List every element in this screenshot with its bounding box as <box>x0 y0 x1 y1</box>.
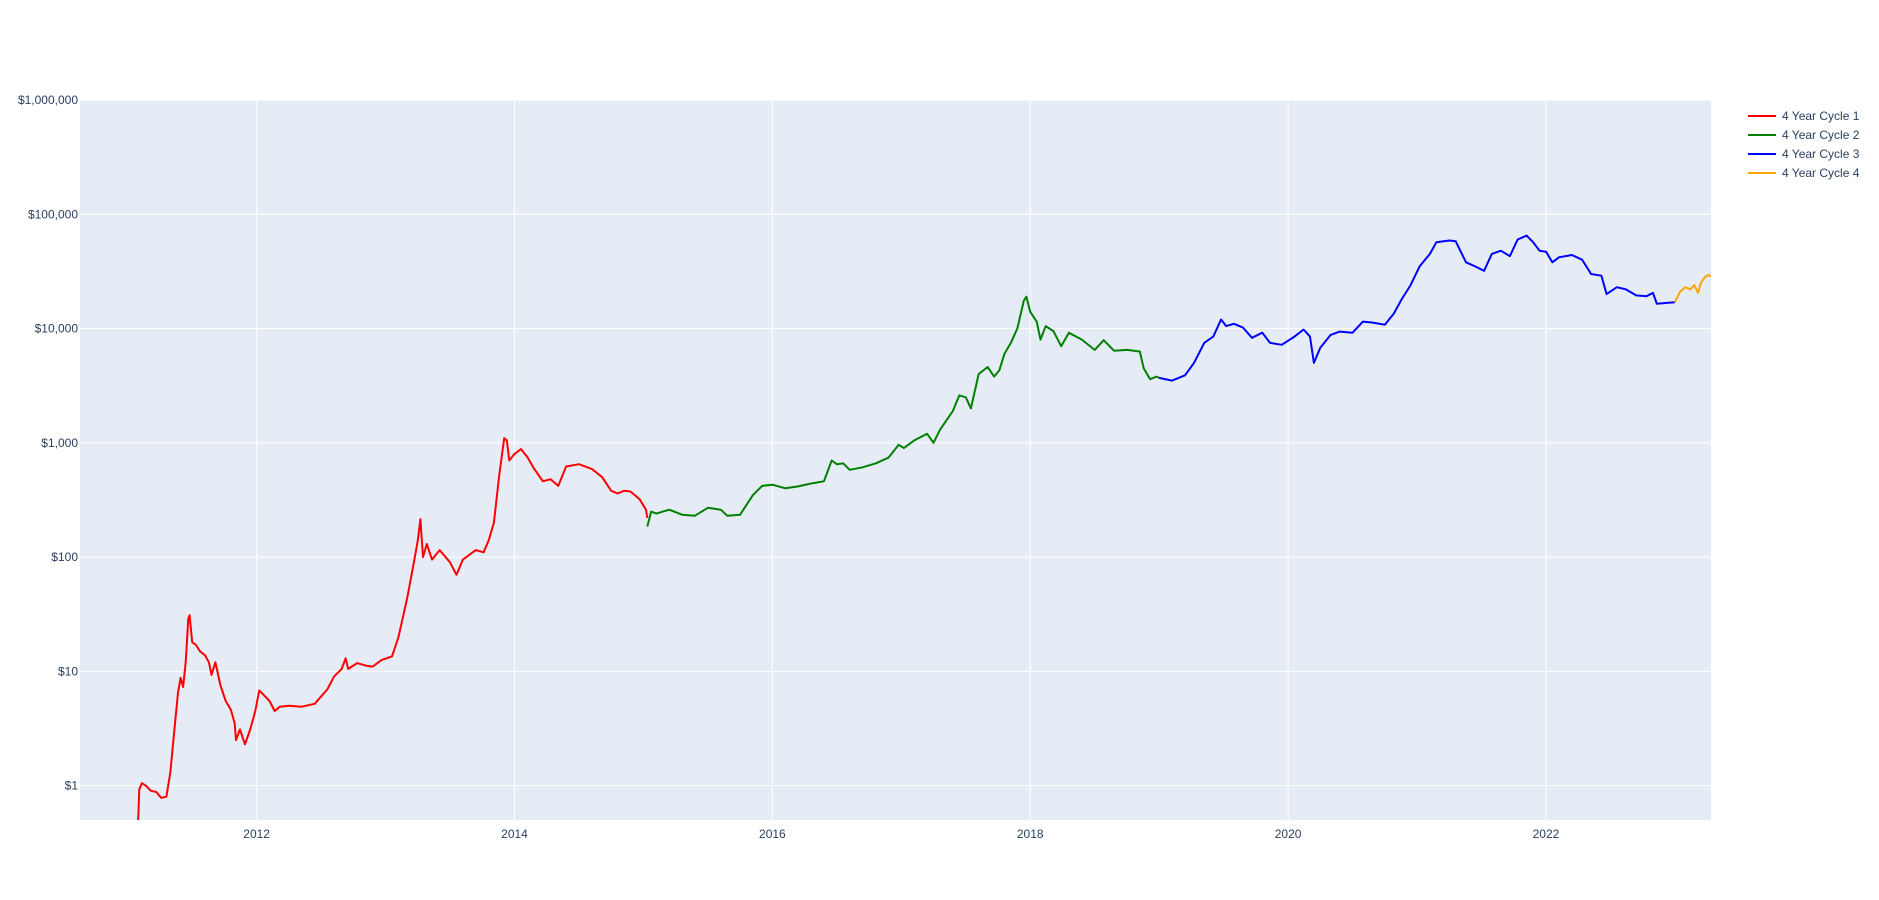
x-tick-label: 2018 <box>1017 827 1044 841</box>
legend-swatch-red <box>1748 114 1776 117</box>
y-tick-label: $100,000 <box>28 207 78 221</box>
x-tick-label: 2014 <box>501 827 528 841</box>
plot-area[interactable] <box>80 100 1711 820</box>
legend-swatch-green <box>1748 133 1776 136</box>
y-tick-label: $10,000 <box>35 322 79 336</box>
series-lines <box>137 234 1711 825</box>
y-tick-label: $1,000 <box>41 436 78 450</box>
x-axis: 2012 2014 2016 2018 2020 2022 <box>243 827 1559 841</box>
legend: 4 Year Cycle 1 4 Year Cycle 2 4 Year Cyc… <box>1748 106 1859 182</box>
x-tick-label: 2016 <box>759 827 786 841</box>
y-axis: $1 $10 $100 $1,000 $10,000 $100,000 $1,000,000 <box>18 93 78 793</box>
y-tick-label: $1 <box>65 779 79 793</box>
legend-label: 4 Year Cycle 3 <box>1782 146 1860 161</box>
legend-label: 4 Year Cycle 1 <box>1782 108 1860 123</box>
series-line-cycle-1[interactable] <box>137 437 649 825</box>
legend-item-cycle-1[interactable]: 4 Year Cycle 1 <box>1748 106 1859 125</box>
gridlines <box>80 99 1711 820</box>
y-tick-label: $1,000,000 <box>18 93 78 107</box>
series-line-cycle-4[interactable] <box>1674 273 1711 303</box>
legend-swatch-orange <box>1748 171 1776 174</box>
legend-label: 4 Year Cycle 2 <box>1782 127 1860 142</box>
x-tick-label: 2022 <box>1533 827 1560 841</box>
legend-item-cycle-2[interactable]: 4 Year Cycle 2 <box>1748 125 1859 144</box>
x-tick-label: 2020 <box>1275 827 1302 841</box>
x-tick-label: 2012 <box>243 827 270 841</box>
y-tick-label: $10 <box>58 664 78 678</box>
legend-item-cycle-4[interactable]: 4 Year Cycle 4 <box>1748 163 1859 182</box>
series-line-cycle-3[interactable] <box>1158 234 1675 382</box>
series-line-cycle-2[interactable] <box>646 295 1160 527</box>
legend-item-cycle-3[interactable]: 4 Year Cycle 3 <box>1748 144 1859 163</box>
legend-label: 4 Year Cycle 4 <box>1782 165 1860 180</box>
y-tick-label: $100 <box>51 550 78 564</box>
legend-swatch-blue <box>1748 152 1776 155</box>
